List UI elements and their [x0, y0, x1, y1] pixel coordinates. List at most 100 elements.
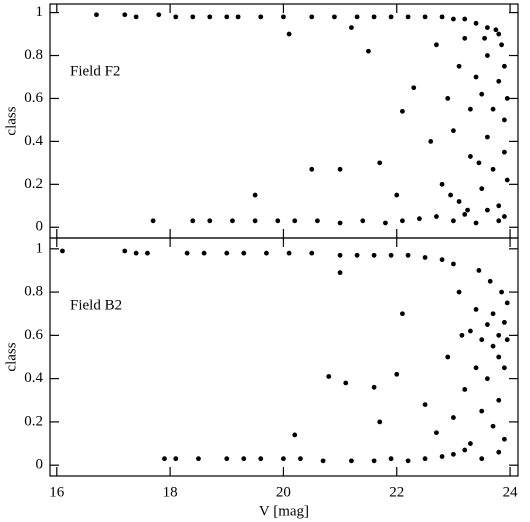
point	[405, 14, 411, 20]
point	[286, 250, 292, 256]
panel-annotation: Field F2	[70, 63, 120, 79]
point	[496, 218, 502, 224]
point	[473, 74, 479, 80]
point	[439, 454, 445, 459]
point	[502, 149, 507, 155]
point	[388, 456, 394, 462]
point	[422, 402, 428, 407]
point	[490, 311, 496, 317]
point	[479, 456, 485, 462]
y-tick-label: 0.4	[24, 133, 43, 149]
point	[354, 252, 360, 258]
point	[309, 250, 315, 256]
point	[476, 160, 482, 166]
point	[162, 456, 167, 462]
point	[156, 12, 162, 18]
point	[462, 211, 468, 217]
point	[502, 117, 507, 123]
point	[281, 456, 286, 462]
point	[485, 376, 490, 382]
point	[286, 31, 292, 37]
point	[411, 85, 417, 91]
x-tick-label: 22	[389, 484, 404, 500]
x-axis-label: V [mag]	[259, 503, 309, 519]
point	[462, 387, 468, 392]
point	[337, 270, 343, 276]
point	[451, 451, 456, 457]
point	[343, 380, 349, 386]
point	[496, 31, 502, 37]
point	[496, 449, 502, 455]
point	[360, 218, 366, 224]
point	[309, 166, 315, 172]
point	[502, 63, 507, 69]
point	[496, 203, 502, 209]
point	[422, 14, 428, 20]
point	[473, 20, 479, 26]
point	[196, 456, 201, 462]
point	[326, 374, 332, 379]
point	[468, 106, 473, 112]
point	[434, 42, 439, 48]
y-tick-label: 0.2	[24, 413, 43, 429]
point	[502, 365, 507, 371]
point	[496, 354, 502, 360]
point	[258, 14, 264, 20]
point	[173, 456, 179, 462]
point	[502, 436, 507, 442]
point	[490, 106, 496, 112]
point	[490, 166, 496, 172]
point	[184, 250, 190, 256]
point	[354, 14, 360, 20]
point	[133, 250, 139, 256]
point	[465, 207, 470, 213]
point	[275, 218, 281, 224]
point	[173, 14, 179, 20]
plot-frame	[49, 3, 519, 239]
point	[502, 214, 507, 219]
point	[479, 337, 485, 343]
point	[190, 14, 196, 20]
panel-annotation: Field B2	[70, 297, 122, 313]
point	[400, 311, 405, 317]
point	[349, 458, 354, 464]
point	[499, 42, 504, 48]
point	[456, 63, 462, 69]
point	[377, 160, 383, 166]
point	[298, 456, 303, 462]
point	[476, 268, 482, 273]
point	[468, 328, 473, 334]
point	[499, 289, 504, 295]
point	[473, 220, 479, 226]
point	[462, 16, 468, 22]
point	[122, 12, 128, 18]
point	[320, 458, 326, 464]
y-tick-label: 0.8	[24, 47, 43, 63]
y-tick-label: 0.6	[24, 90, 43, 106]
y-tick-label: 0.8	[24, 284, 43, 300]
y-tick-label: 0.4	[24, 370, 43, 386]
point	[145, 250, 150, 256]
point	[371, 252, 377, 258]
point	[422, 255, 428, 260]
point	[224, 14, 230, 20]
point	[496, 78, 502, 84]
y-tick-label: 0	[36, 219, 44, 235]
point	[388, 14, 394, 20]
point	[504, 300, 510, 306]
point	[490, 423, 496, 429]
point	[383, 220, 388, 226]
point	[485, 207, 490, 213]
point	[504, 337, 510, 343]
point	[428, 138, 434, 144]
point	[439, 257, 445, 263]
y-tick-label: 0.6	[24, 327, 43, 343]
y-tick-label: 0.2	[24, 176, 43, 192]
point	[485, 322, 490, 327]
y-tick-label: 1	[36, 4, 44, 20]
point	[150, 218, 156, 224]
point	[371, 14, 377, 20]
point	[448, 192, 453, 198]
point	[281, 14, 286, 20]
